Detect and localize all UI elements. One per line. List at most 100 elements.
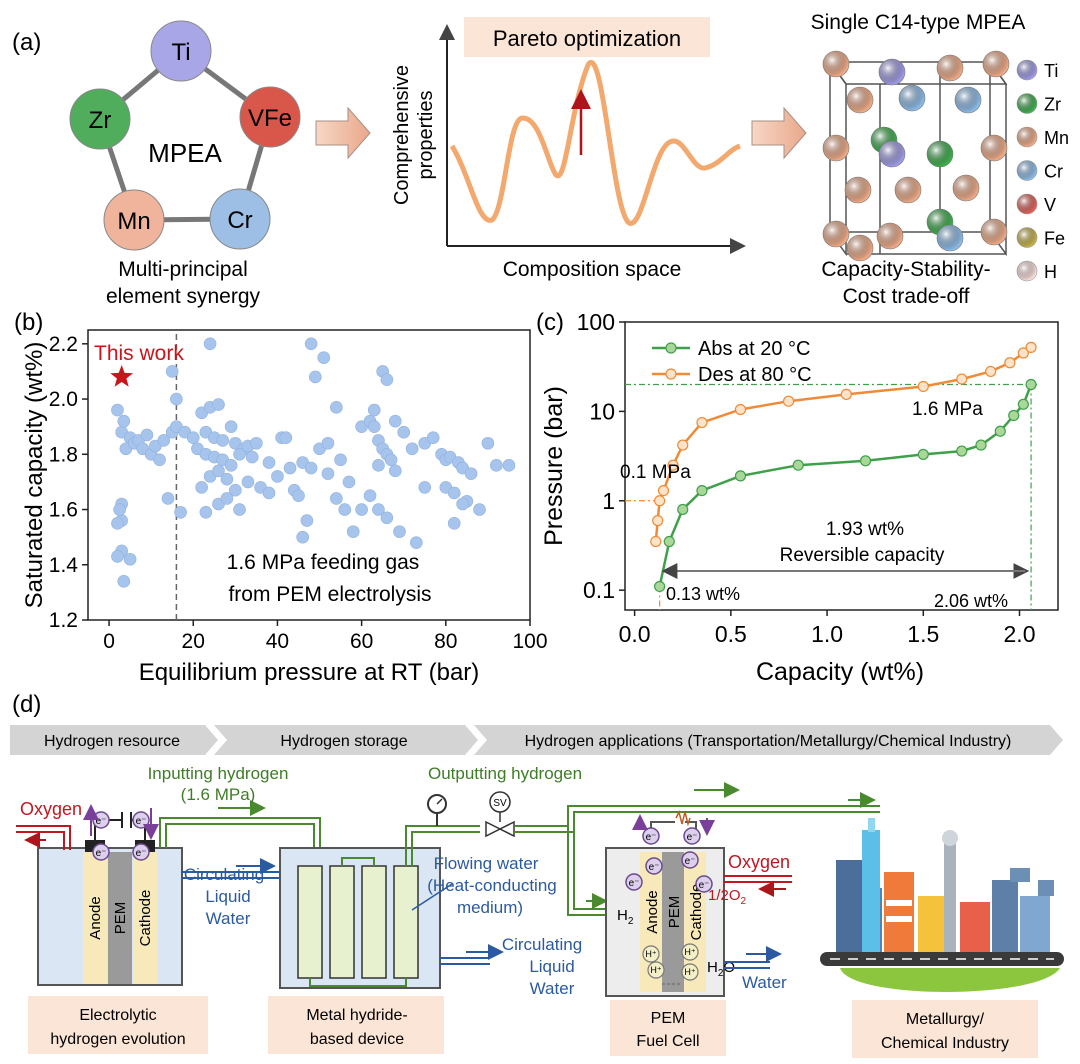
electrolyzer-cathode-label: Cathode [137, 890, 154, 947]
mpea-element-nodes: Ti VFe Cr Mn Zr [69, 20, 301, 251]
desorption-point [1004, 357, 1016, 369]
fuelcell-electron-5: e⁻ [629, 878, 640, 889]
y-tick-label: 2.2 [49, 333, 78, 356]
data-point [464, 467, 478, 480]
absorption-point [1017, 398, 1029, 410]
data-point [250, 436, 263, 450]
data-point [203, 337, 217, 351]
process-banner: Hydrogen resource Hydrogen storage Hydro… [10, 725, 1063, 755]
data-point [393, 525, 406, 538]
element-node-vfe [239, 86, 301, 148]
annotation-line1: 1.6 MPa feeding gas [227, 551, 420, 574]
crystal-atom-highlight [953, 175, 979, 201]
pareto-xlabel: Composition space [503, 258, 682, 281]
pem-box [610, 1000, 726, 1056]
legend-label-mn: Mn [1044, 128, 1069, 148]
chart-saturated-capacity: (b) 0 20 40 60 80 100 1.2 1.4 1.6 1.8 2.0 2.2 This wo… [14, 309, 548, 686]
absorption-point [677, 503, 689, 516]
legend-label-fe: Fe [1044, 229, 1065, 249]
data-point [372, 503, 385, 516]
annotation-line2: from PEM electrolysis [228, 583, 431, 606]
desorption-point [654, 495, 666, 507]
banner-storage: Hydrogen storage [280, 733, 407, 750]
legend-label: Abs at 20 °C [698, 338, 811, 360]
element-node-label: Ti [171, 39, 190, 66]
fuelcell-pem-label: PEM [666, 896, 683, 929]
chart-pct-curves: (c) 0.0 0.5 1.0 1.5 2.0 0.1 1 10 100 Abs at 20 °C D… [536, 309, 1059, 686]
x-tick-label: 0.5 [715, 621, 747, 647]
fuelcell-cathode-label: Cathode [688, 884, 705, 941]
electrolyzer-pem-label: PEM [112, 902, 129, 935]
annot-1.93wt: 1.93 wt% [826, 519, 904, 540]
annot-reversible: Reversible capacity [780, 545, 945, 566]
circulating-water-1a: Circulating [184, 865, 264, 884]
crystal-atom-highlight [895, 177, 921, 203]
circulating-water-2b: Liquid [529, 957, 574, 976]
x-tick-label: 80 [434, 630, 457, 653]
annot-0.13wt: 0.13 wt% [666, 584, 740, 604]
mpea-center-label: MPEA [148, 138, 222, 168]
y-tick-label: 10 [589, 398, 615, 424]
crystal-atom-highlight [823, 135, 849, 161]
data-point [199, 505, 213, 519]
x-tick-label: 1.5 [907, 621, 939, 647]
crystal-atom-highlight [879, 59, 905, 85]
x-axis-title: Equilibrium pressure at RT (bar) [139, 659, 480, 686]
element-node-label: VFe [248, 105, 292, 132]
data-point [309, 370, 322, 384]
crystal-atom-highlight [937, 55, 963, 81]
electrolyzer: Anode PEM Cathode [37, 812, 183, 986]
crystal-atom-highlight [927, 141, 953, 167]
panel-a-label: (a) [12, 29, 41, 56]
crystal-atom-highlight [845, 177, 871, 203]
crystal-caption-line1: Capacity-Stability- [821, 258, 990, 281]
data-point [304, 337, 318, 351]
industry-box-line2: Chemical Industry [881, 1035, 1009, 1052]
data-point [165, 365, 179, 378]
legend-label-h: H [1044, 262, 1057, 282]
absorption-point [1008, 409, 1020, 422]
data-point [388, 414, 402, 428]
crystal-atom-highlight [955, 87, 981, 113]
data-point [321, 467, 335, 480]
electron-badge-3: e⁻ [136, 816, 147, 827]
data-point [380, 373, 394, 387]
y-tick-label: 1.2 [49, 609, 78, 632]
data-point [405, 442, 419, 456]
x-tick-label: 60 [350, 630, 373, 653]
data-point [410, 536, 423, 549]
element-node-label: Mn [117, 208, 150, 235]
absorption-point [792, 459, 804, 471]
x-tick-label: 0 [103, 630, 115, 653]
industry-box-line1: Metallurgy/ [906, 1011, 985, 1028]
data-point [140, 428, 154, 442]
y-tick-label: 0.1 [583, 577, 615, 603]
element-node-mn [103, 189, 165, 251]
legend-swatch-highlight [1017, 160, 1037, 181]
legend-swatch-highlight [1017, 60, 1037, 80]
absorption-point [734, 470, 747, 482]
input-hydrogen-label: Inputting hydrogen [148, 764, 289, 783]
fuelcell-particles: e⁻ e⁻ e⁻ e⁻ e⁻ e⁻ H⁺ H⁺ H⁺ H⁺ [625, 814, 715, 985]
data-point [233, 447, 246, 461]
fuelcell-anode-label: Anode [644, 890, 661, 933]
x-tick-label: 40 [266, 630, 289, 653]
absorption-point [956, 445, 968, 457]
data-point [113, 503, 126, 516]
desorption-point [1025, 341, 1037, 353]
desorption-point [696, 416, 708, 429]
pem-box-line1: PEM [651, 1010, 686, 1027]
legend-label-v: V [1044, 195, 1056, 215]
absorption-point [917, 448, 929, 461]
fuelcell-h2-label: H2 [617, 907, 634, 927]
input-hydrogen-pressure: (1.6 MPa) [181, 785, 256, 804]
data-point [233, 503, 246, 516]
crystal-atom-highlight [847, 87, 873, 113]
data-point [426, 431, 440, 445]
panel-b-label: (b) [14, 309, 43, 336]
hydride-box [268, 996, 444, 1054]
data-point [117, 575, 131, 588]
legend-swatch-highlight [1017, 93, 1037, 114]
flowing-water-2: (Heat-conducting [427, 876, 556, 895]
h2-pipe-output [514, 805, 880, 827]
